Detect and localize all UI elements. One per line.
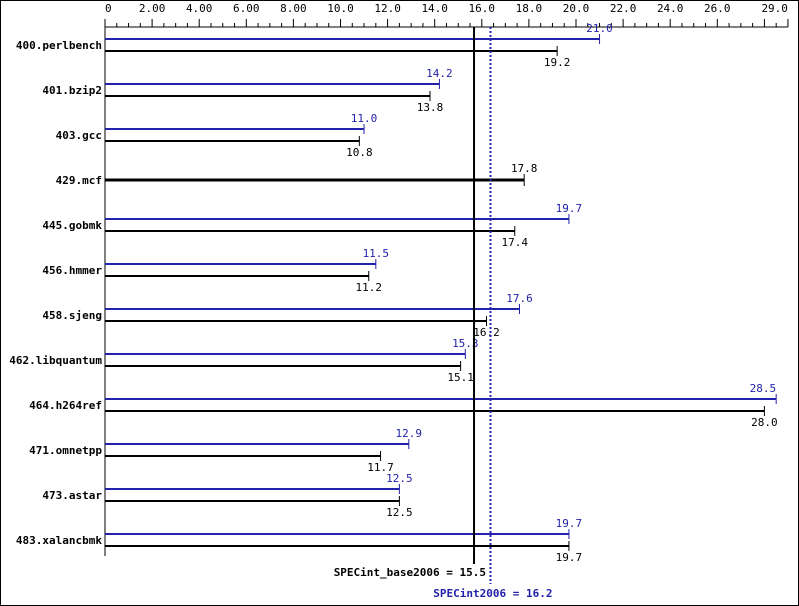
- category-label: 473.astar: [42, 489, 102, 502]
- tick-label: 14.0: [421, 2, 448, 15]
- tick-label: 8.00: [280, 2, 307, 15]
- tick-label: 24.0: [657, 2, 684, 15]
- peak-value-label: 28.5: [750, 382, 777, 395]
- category-label: 462.libquantum: [9, 354, 102, 367]
- base-value-label: 10.8: [346, 146, 373, 159]
- tick-label: 20.0: [563, 2, 590, 15]
- peak-value-label: 19.7: [556, 202, 583, 215]
- category-label: 471.omnetpp: [29, 444, 102, 457]
- tick-label: 22.0: [610, 2, 637, 15]
- tick-label: 10.0: [327, 2, 354, 15]
- tick-label: 16.0: [469, 2, 496, 15]
- base-value-label: 16.2: [473, 326, 500, 339]
- peak-value-label: 15.3: [452, 337, 479, 350]
- tick-label: 2.00: [139, 2, 166, 15]
- category-label: 400.perlbench: [16, 39, 102, 52]
- category-label: 429.mcf: [56, 174, 102, 187]
- tick-label: 0: [105, 2, 112, 15]
- peak-value-label: 19.7: [556, 517, 583, 530]
- base-value-label: 12.5: [386, 506, 413, 519]
- peak-value-label: 11.5: [363, 247, 390, 260]
- base-value-label: 11.2: [356, 281, 383, 294]
- peak-value-label: 12.5: [386, 472, 413, 485]
- base-value-label: 17.4: [502, 236, 529, 249]
- category-label: 401.bzip2: [42, 84, 102, 97]
- base-value-label: 19.2: [544, 56, 571, 69]
- peak-value-label: 12.9: [396, 427, 423, 440]
- category-label: 458.sjeng: [42, 309, 102, 322]
- category-label: 483.xalancbmk: [16, 534, 102, 547]
- peak-mean-label: SPECint2006 = 16.2: [433, 587, 552, 600]
- tick-label: 18.0: [516, 2, 543, 15]
- base-value-label: 15.1: [447, 371, 474, 384]
- base-value-label: 11.7: [367, 461, 394, 474]
- category-label: 464.h264ref: [29, 399, 102, 412]
- category-label: 445.gobmk: [42, 219, 102, 232]
- tick-label: 29.0: [761, 2, 788, 15]
- tick-label: 12.0: [374, 2, 401, 15]
- tick-label: 6.00: [233, 2, 260, 15]
- category-label: 456.hmmer: [42, 264, 102, 277]
- tick-label: 26.0: [704, 2, 731, 15]
- peak-value-label: 14.2: [426, 67, 453, 80]
- base-value-label: 28.0: [751, 416, 778, 429]
- peak-value-label: 17.6: [506, 292, 533, 305]
- tick-label: 4.00: [186, 2, 213, 15]
- peak-value-label: 21.0: [586, 22, 613, 35]
- base-value-label: 17.8: [511, 162, 538, 175]
- base-value-label: 13.8: [417, 101, 444, 114]
- peak-value-label: 11.0: [351, 112, 378, 125]
- base-value-label: 19.7: [556, 551, 583, 564]
- category-label: 403.gcc: [56, 129, 102, 142]
- base-mean-label: SPECint_base2006 = 15.5: [334, 566, 486, 579]
